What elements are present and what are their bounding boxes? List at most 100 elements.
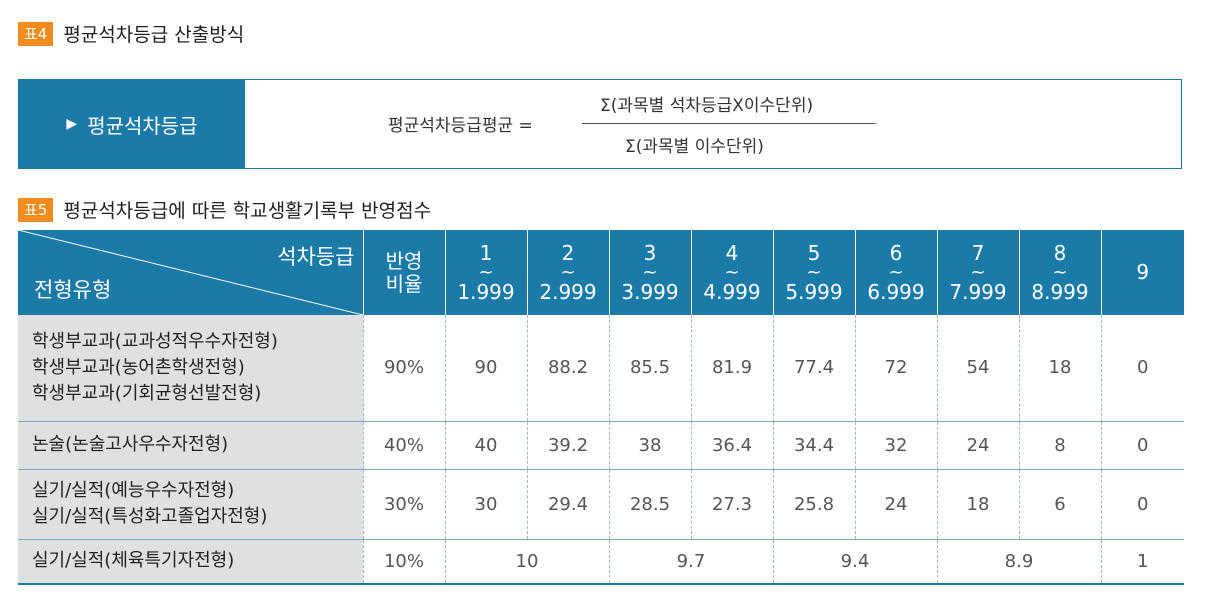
header-grade-3: 3 ~3.999 [608, 230, 691, 315]
row-type-label: 학생부교과(농어촌학생전형) [32, 356, 245, 378]
ratio-cell: 40% [362, 421, 445, 470]
row-type-label: 논술(논술고사우수자전형) [32, 434, 229, 455]
grade-6-tilde: ~ [888, 261, 904, 283]
merged-score-cell: 9.4 [772, 539, 937, 585]
score-cell: 90 [444, 315, 527, 422]
header-grade-1: 1 ~1.999 [444, 230, 527, 315]
score-cell: 18 [1018, 315, 1101, 422]
grade-3-tilde: ~ [642, 261, 658, 283]
table-row: 실기/실적(체육특기자전형) 10% 10 9.7 9.4 8.9 1 [18, 539, 1184, 585]
table5-title: 평균석차등급에 따른 학교생활기록부 반영점수 [63, 200, 432, 222]
diagonal-line [18, 230, 363, 315]
row-type-label: 실기/실적(특성화고졸업자전형) [32, 506, 268, 527]
grade-1-end: 1.999 [457, 279, 515, 304]
grade-8-end: 8.999 [1031, 279, 1089, 304]
table-row: 학생부교과(교과성적우수자전형) 학생부교과(농어촌학생전형) 학생부교과(기회… [18, 315, 1184, 422]
grade-4-start: 4 [725, 240, 739, 265]
merged-score-cell: 8.9 [936, 539, 1101, 585]
score-cell: 29.4 [526, 469, 609, 540]
header-ratio-line2: 비율 [385, 271, 423, 296]
score-cell: 36.4 [690, 421, 773, 470]
header-grade-2: 2 ~2.999 [526, 230, 609, 315]
formula-label-cell: ▶ 평균석차등급 [19, 80, 245, 168]
grade-7-start: 7 [971, 240, 985, 265]
score-cell: 32 [854, 421, 937, 470]
header-grade-5: 5 ~5.999 [772, 230, 855, 315]
score-cell: 77.4 [772, 315, 855, 422]
grade-7-end: 7.999 [949, 279, 1007, 304]
score-cell: 6 [1018, 469, 1101, 540]
merged-score-cell: 10 [444, 539, 609, 585]
formula-numerator: Σ(과목별 석차등급X이수단위) [600, 96, 814, 116]
header-row: 석차등급 전형유형 반영 비율 1 ~1.999 2 ~2.999 3 ~3.999 … [18, 230, 1184, 315]
ratio-cell: 10% [362, 539, 445, 585]
score-cell: 24 [854, 469, 937, 540]
score-cell: 25.8 [772, 469, 855, 540]
score-cell: 81.9 [690, 315, 773, 422]
score-cell: 88.2 [526, 315, 609, 422]
grade-5-end: 5.999 [785, 279, 843, 304]
grade-1-tilde: ~ [478, 261, 494, 283]
table4-title: 평균석차등급 산출방식 [63, 24, 245, 46]
grade-5-tilde: ~ [806, 261, 822, 283]
score-cell: 38 [608, 421, 691, 470]
formula-box-label: 평균석차등급 [87, 113, 198, 138]
formula-lhs: 평균석차등급평균 = [388, 116, 533, 136]
table-row: 실기/실적(예능우수자전형) 실기/실적(특성화고졸업자전형) 30% 30 2… [18, 469, 1184, 540]
header-grade-label: 석차등급 [277, 245, 355, 269]
score-cell: 54 [936, 315, 1019, 422]
grade-8-start: 8 [1053, 240, 1067, 265]
score-cell: 18 [936, 469, 1019, 540]
score-cell: 34.4 [772, 421, 855, 470]
grade-5-start: 5 [807, 240, 821, 265]
row-type-label: 학생부교과(교과성적우수자전형) [32, 330, 278, 352]
ratio-cell: 30% [362, 469, 445, 540]
row-type-label: 실기/실적(체육특기자전형) [32, 550, 235, 572]
score-cell: 0 [1100, 469, 1184, 540]
grade-2-tilde: ~ [560, 261, 576, 283]
header-ratio: 반영 비율 [362, 230, 445, 315]
grade-1-start: 1 [479, 240, 493, 265]
score-cell: 8 [1018, 421, 1101, 470]
grade-6-start: 6 [889, 240, 903, 265]
grade-6-end: 6.999 [867, 279, 925, 304]
row-type-label: 실기/실적(예능우수자전형) [32, 480, 235, 501]
header-grade-4: 4 ~4.999 [690, 230, 773, 315]
score-cell: 27.3 [690, 469, 773, 540]
grade-7-tilde: ~ [970, 261, 986, 283]
play-triangle-icon: ▶ [66, 116, 78, 132]
header-grade-8: 8 ~8.999 [1018, 230, 1101, 315]
row-type-cell: 실기/실적(체육특기자전형) [18, 539, 363, 585]
table4-tag: 표4 [18, 21, 54, 46]
fraction-bar [582, 123, 876, 124]
score-cell: 1 [1100, 539, 1184, 585]
formula-cell: 평균석차등급평균 = Σ(과목별 석차등급X이수단위) Σ(과목별 이수단위) [245, 80, 1181, 168]
grade-3-start: 3 [643, 240, 657, 265]
header-grade-6: 6 ~6.999 [854, 230, 937, 315]
header-grade-7: 7 ~7.999 [936, 230, 1019, 315]
table5-label: 표5 평균석차등급에 따른 학교생활기록부 반영점수 [18, 196, 431, 223]
score-cell: 85.5 [608, 315, 691, 422]
header-grade-9: 9 [1100, 230, 1184, 315]
score-table: 석차등급 전형유형 반영 비율 1 ~1.999 2 ~2.999 3 ~3.999 … [18, 230, 1184, 585]
diagonal-header: 석차등급 전형유형 [18, 230, 363, 315]
table4-label: 표4 평균석차등급 산출방식 [18, 20, 244, 47]
score-cell: 0 [1100, 421, 1184, 470]
score-cell: 28.5 [608, 469, 691, 540]
score-cell: 39.2 [526, 421, 609, 470]
table-row: 논술(논술고사우수자전형) 40% 40 39.2 38 36.4 34.4 3… [18, 421, 1184, 470]
grade-2-start: 2 [561, 240, 575, 265]
score-cell: 72 [854, 315, 937, 422]
grade-4-end: 4.999 [703, 279, 761, 304]
grade-2-end: 2.999 [539, 279, 597, 304]
score-cell: 40 [444, 421, 527, 470]
header-ratio-line1: 반영 [385, 248, 423, 273]
grade-3-end: 3.999 [621, 279, 679, 304]
row-type-cell: 실기/실적(예능우수자전형) 실기/실적(특성화고졸업자전형) [18, 469, 363, 540]
score-cell: 30 [444, 469, 527, 540]
table5-tag: 표5 [18, 197, 54, 222]
grade-8-tilde: ~ [1052, 261, 1068, 283]
row-type-cell: 학생부교과(교과성적우수자전형) 학생부교과(농어촌학생전형) 학생부교과(기회… [18, 315, 363, 422]
row-type-label: 학생부교과(기회균형선발전형) [32, 382, 262, 404]
ratio-cell: 90% [362, 315, 445, 422]
